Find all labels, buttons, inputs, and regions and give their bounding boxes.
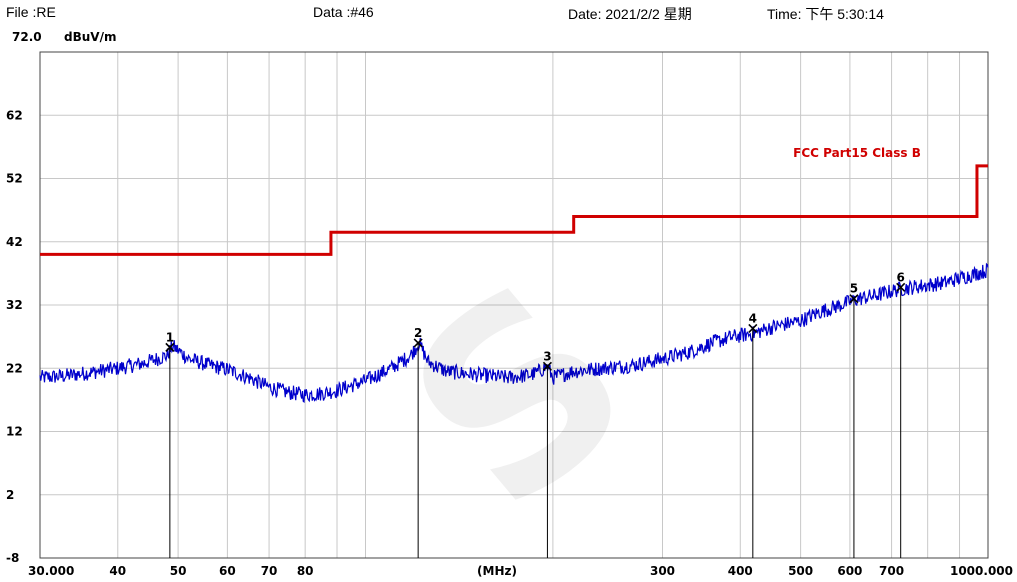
measurement-trace [39,262,989,404]
marker-cross [165,342,175,352]
marker-number: 4 [749,311,757,325]
y-tick-label: 22 [6,361,23,375]
y-tick-label: 42 [6,235,23,249]
x-tick-label: 400 [728,564,753,578]
y-tick-label: 2 [6,488,14,502]
marker-cross [849,294,859,304]
marker-cross [413,338,423,348]
time-label: Time: 下午 5:30:14 [767,6,884,22]
marker-number: 6 [897,270,905,284]
y-ticks: 62 52 42 32 22 12 2 -8 [6,108,23,565]
x-tick-label: 700 [879,564,904,578]
marker-cross [542,361,552,371]
plot-frame [39,51,989,559]
x-tick-label: 70 [261,564,278,578]
date-label: Date: 2021/2/2 星期 [568,6,692,22]
markers: 1 2 3 4 5 6 [165,270,906,558]
marker-number: 5 [850,282,858,296]
x-tick-label: 80 [297,564,314,578]
x-tick-label: 300 [650,564,675,578]
x-tick-label: 600 [837,564,862,578]
marker-number: 2 [414,326,422,340]
x-axis-unit-label: (MHz) [477,564,517,578]
x-tick-label: 40 [109,564,126,578]
x-tick-label: 60 [219,564,236,578]
marker-number: 3 [543,349,551,363]
x-ticks: 30.000 40 50 60 70 80 300 400 500 600 700 1000.000 [28,564,1013,578]
limit-line [40,164,988,256]
y-axis-unit-label: dBuV/m [64,30,117,44]
limit-line-label: FCC Part15 Class B [793,146,921,160]
y-tick-label: 52 [6,172,23,186]
marker-cross [896,282,906,292]
marker-cross [748,323,758,333]
x-tick-label: 30.000 [28,564,74,578]
y-tick-label: -8 [6,551,19,565]
file-label: File :RE [6,4,56,20]
data-label: Data :#46 [313,4,374,20]
x-tick-label: 1000.000 [950,564,1013,578]
y-axis-max-label: 72.0 [12,30,42,44]
y-tick-label: 12 [6,425,23,439]
y-tick-label: 62 [6,108,23,122]
x-tick-label: 500 [788,564,813,578]
x-tick-label: 50 [170,564,187,578]
marker-number: 1 [166,330,174,344]
y-tick-label: 32 [6,298,23,312]
